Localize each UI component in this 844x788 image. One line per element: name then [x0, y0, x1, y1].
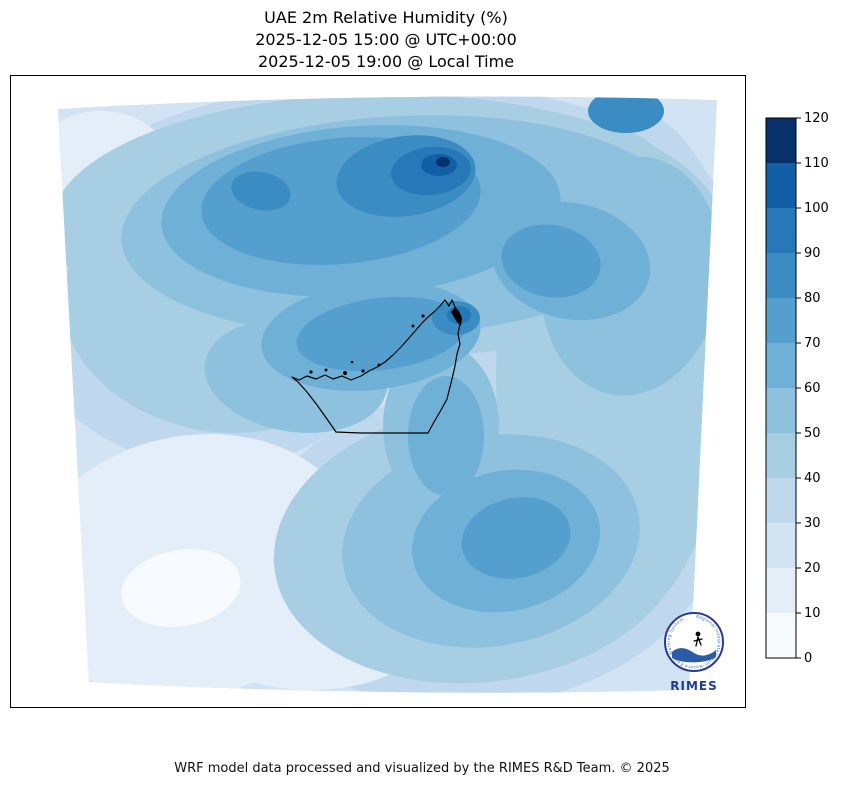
chart-header: UAE 2m Relative Humidity (%) 2025-12-05 …	[0, 7, 772, 73]
colorbar-segment-0-10	[766, 613, 796, 658]
island-marker	[361, 369, 365, 373]
contour-band-70-80	[461, 497, 571, 579]
island-marker	[309, 370, 313, 374]
island-marker	[377, 363, 381, 367]
colorbar-tick-label: 0	[804, 651, 812, 666]
contour-band-80-90	[231, 171, 291, 211]
rimes-logo-icon: Regional Integrated Multi-Hazard Early W…	[664, 612, 724, 672]
colorbar: 120 110 100 90 80 70 60 50 40 30 20 10 0	[758, 110, 844, 680]
colorbar-tick-label: 40	[804, 471, 821, 486]
colorbar-tick-label: 120	[804, 111, 829, 126]
uae-border-outline	[291, 299, 461, 434]
contour-band-0-10	[121, 549, 241, 627]
chart-subtitle-utc: 2025-12-05 15:00 @ UTC+00:00	[255, 30, 517, 49]
colorbar-tick-label: 20	[804, 561, 821, 576]
figure-icon	[693, 631, 703, 647]
contour-band-110-120	[436, 157, 450, 167]
colorbar-segment-10-20	[766, 568, 796, 613]
colorbar-segment-50-60	[766, 388, 796, 433]
colorbar-segment-20-30	[766, 523, 796, 568]
colorbar-scale: 120 110 100 90 80 70 60 50 40 30 20 10 0	[765, 111, 829, 666]
colorbar-segment-40-50	[766, 433, 796, 478]
colorbar-segment-90-100	[766, 208, 796, 253]
colorbar-segment-30-40	[766, 478, 796, 523]
wave-icon	[672, 648, 716, 663]
colorbar-tick-label: 110	[804, 156, 829, 171]
contour-band-80-90	[588, 96, 664, 133]
colorbar-segment-80-90	[766, 253, 796, 298]
colorbar-segment-110-120	[766, 118, 796, 163]
chart-title: UAE 2m Relative Humidity (%)	[264, 8, 508, 27]
colorbar-segment-100-110	[766, 163, 796, 208]
contour-band-60-70	[408, 376, 484, 496]
island-marker	[411, 324, 415, 328]
rimes-logo: Regional Integrated Multi-Hazard Early W…	[659, 610, 729, 693]
rimes-logo-text: RIMES	[670, 679, 718, 693]
chart-subtitle-local: 2025-12-05 19:00 @ Local Time	[257, 52, 515, 71]
humidity-contour-map	[58, 96, 717, 693]
island-marker	[324, 368, 328, 372]
footer-credit: WRF model data processed and visualized …	[174, 761, 670, 776]
colorbar-tick-label: 100	[804, 201, 829, 216]
colorbar-tick-label: 90	[804, 246, 821, 261]
musandam-coast-cluster	[451, 307, 462, 326]
contour-band-70-80	[501, 224, 601, 298]
colorbar-tick-label: 50	[804, 426, 821, 441]
colorbar-segment-60-70	[766, 343, 796, 388]
island-marker	[421, 314, 425, 318]
colorbar-tick-label: 10	[804, 606, 821, 621]
island-marker	[343, 371, 347, 375]
island-marker	[350, 360, 354, 364]
colorbar-tick-label: 70	[804, 336, 821, 351]
colorbar-ticks	[796, 117, 801, 659]
colorbar-tick-label: 80	[804, 291, 821, 306]
colorbar-tick-label: 30	[804, 516, 821, 531]
colorbar-segment-70-80	[766, 298, 796, 343]
colorbar-tick-label: 60	[804, 381, 821, 396]
map-plot-area: Regional Integrated Multi-Hazard Early W…	[10, 75, 746, 708]
